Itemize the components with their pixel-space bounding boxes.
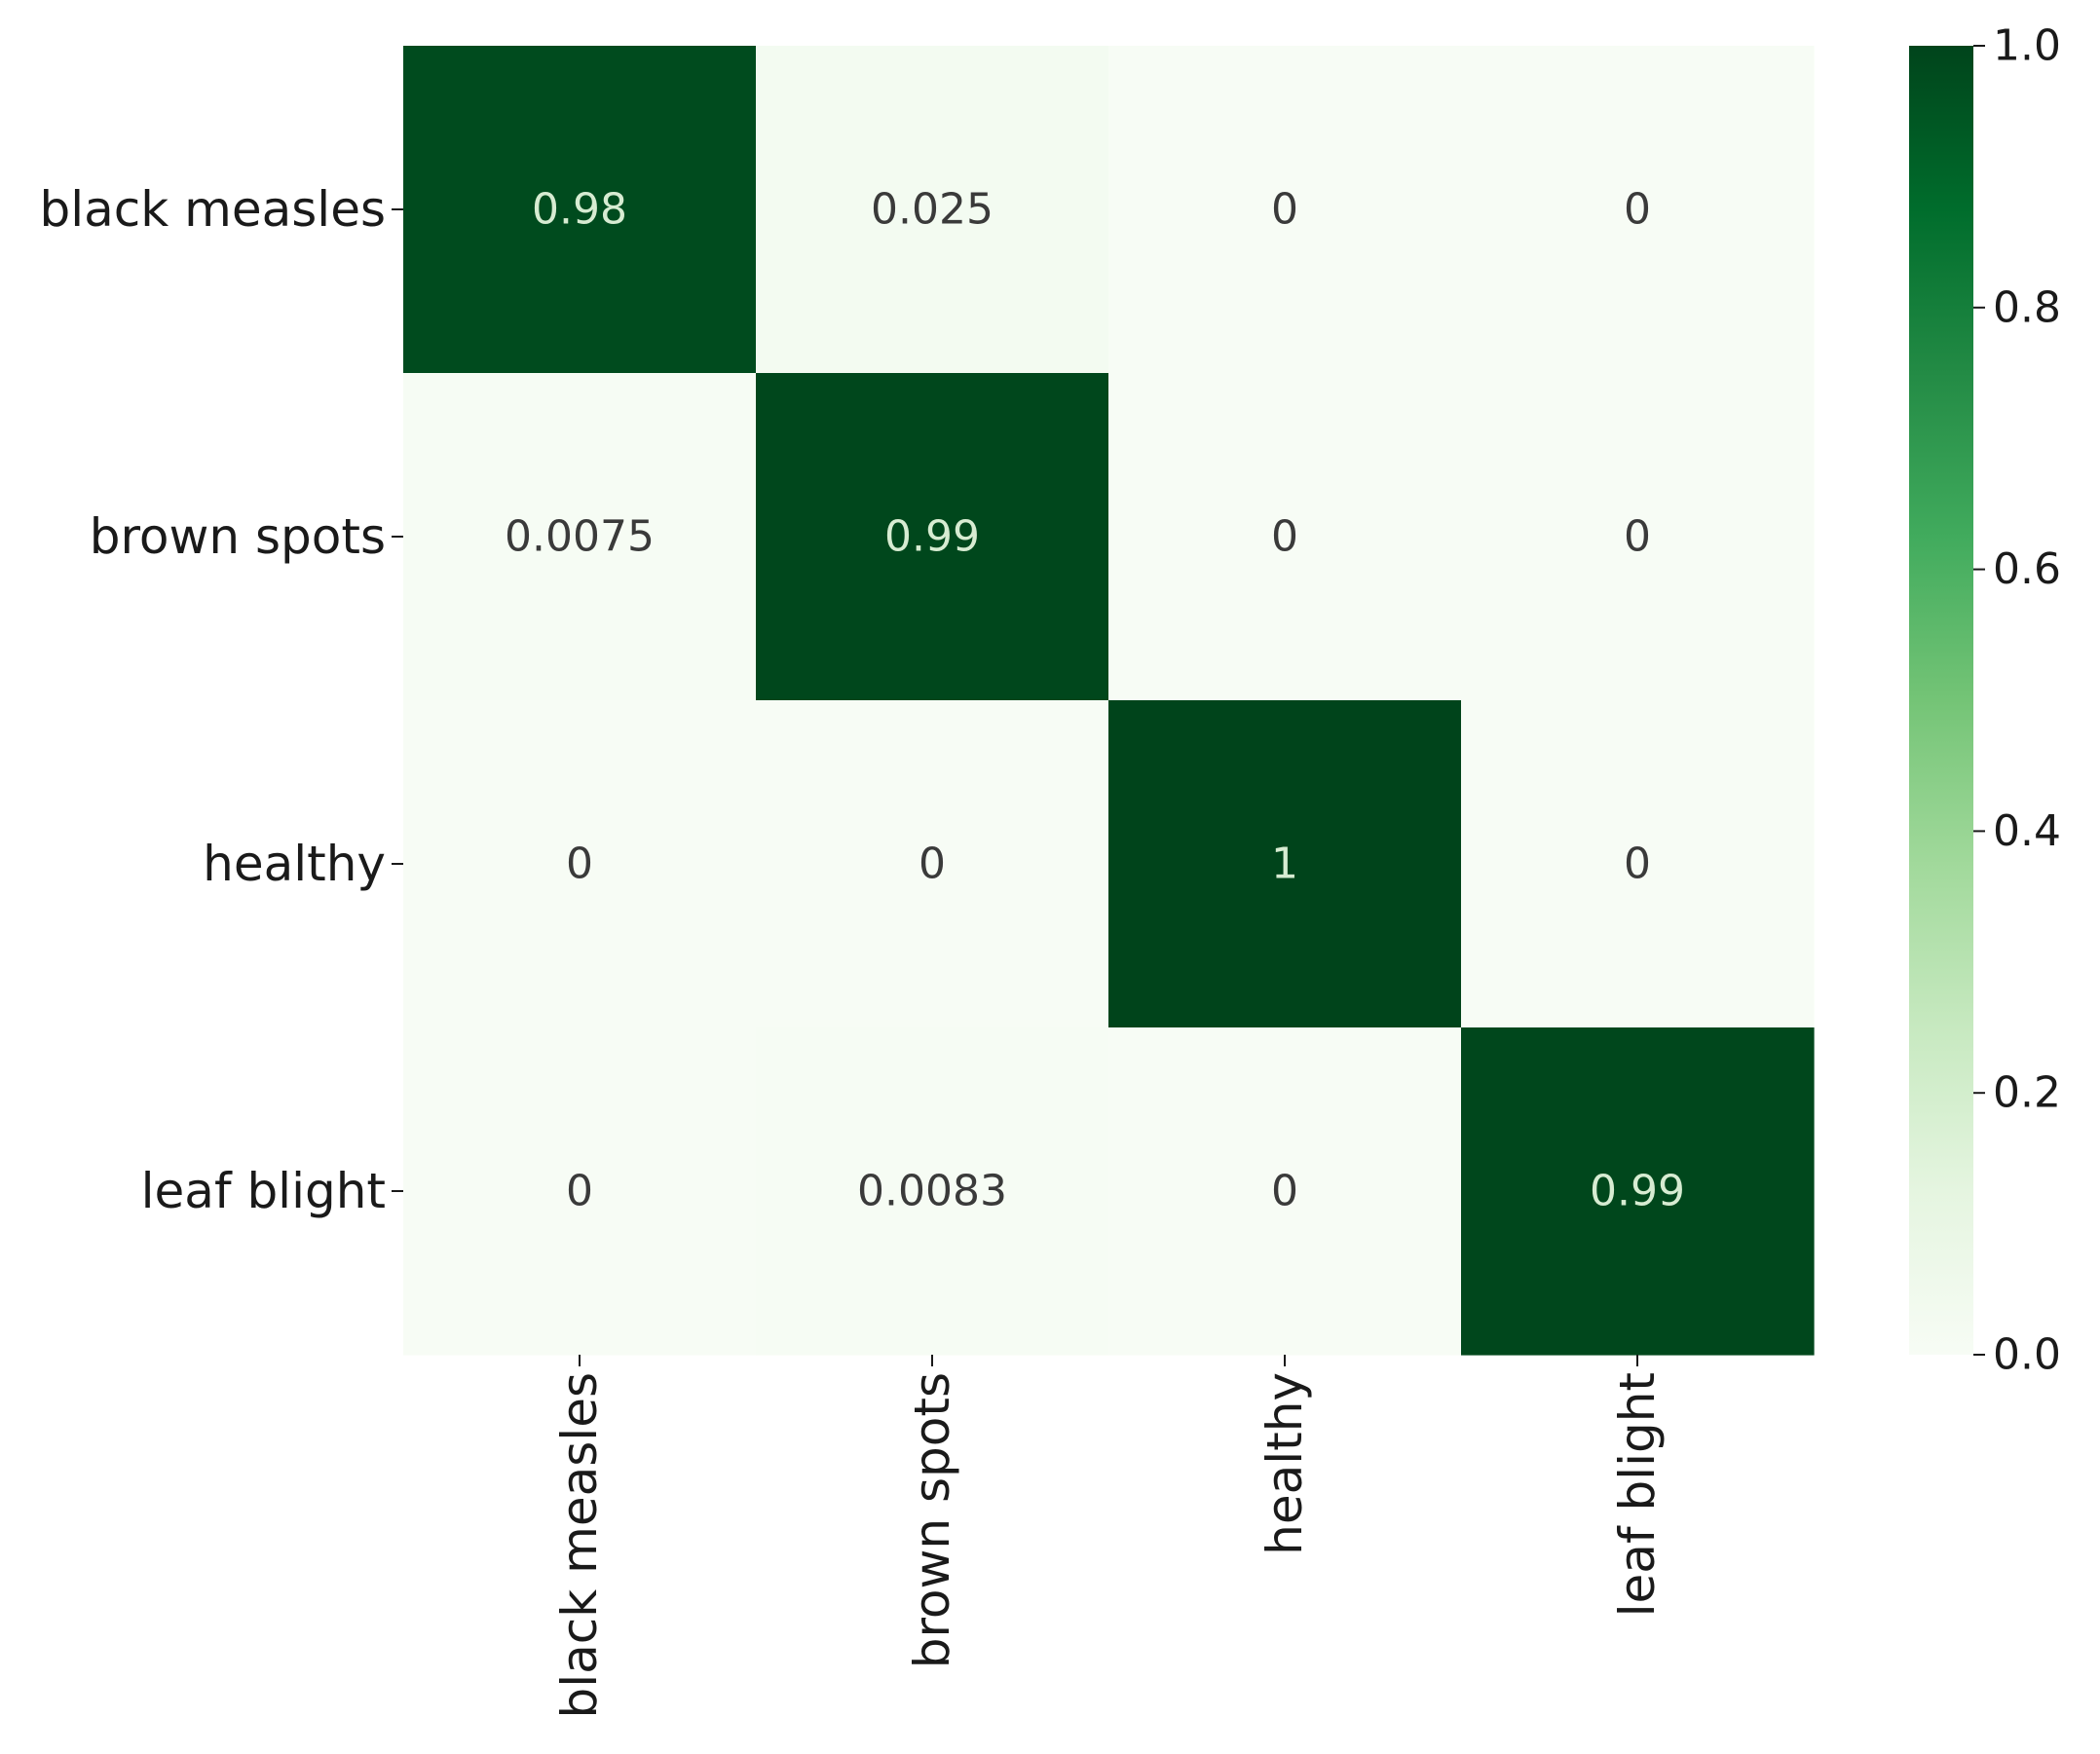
heatmap-cell-r3-c2 [1108,1027,1462,1356]
heatmap-cell-r3-c0 [403,1027,757,1356]
colorbar-gradient [1909,46,1973,1355]
colorbar-tick-label-3: 0.6 [1993,544,2061,594]
row-label-1: brown spots [90,508,386,565]
col-label-1: brown spots [904,1372,960,1668]
heatmap-cell-r0-c0 [403,46,757,374]
cell-value-r0-c0: 0.98 [532,185,627,235]
cell-value-r3-c1: 0.0083 [857,1167,1007,1216]
heatmap-cell-r0-c1 [756,46,1109,374]
heatmap-cell-r2-c0 [403,700,757,1028]
cell-annotations: 0.98 0.025 0 0 0.0075 0.99 0 0 0 0 1 0 0 0.0083 0 0.99 [505,185,1685,1216]
row-axis-labels: black measles brown spots healthy leaf blig… [40,181,403,1219]
colorbar-tick-label-5: 1.0 [1993,21,2061,71]
cell-value-r0-c3: 0 [1624,185,1651,235]
heatmap-cells [403,46,1815,1356]
cell-value-r2-c0: 0 [566,840,593,889]
heatmap-cell-r2-c3 [1461,700,1815,1028]
cell-value-r2-c3: 0 [1624,840,1651,889]
colorbar: 0.0 0.2 0.4 0.6 0.8 1.0 [1909,21,2061,1380]
colorbar-tick-label-1: 0.2 [1993,1068,2061,1118]
cell-value-r2-c1: 0 [919,840,946,889]
heatmap-cell-r1-c3 [1461,373,1815,701]
heatmap-cell-r1-c1 [756,373,1109,701]
cell-value-r1-c2: 0 [1271,512,1298,562]
cell-value-r1-c1: 0.99 [884,512,980,562]
heatmap-cell-r2-c2 [1108,700,1462,1028]
colorbar-tick-label-2: 0.4 [1993,806,2061,856]
cell-value-r2-c2: 1 [1271,840,1298,889]
row-label-3: leaf blight [141,1163,386,1219]
cell-value-r0-c2: 0 [1271,185,1298,235]
heatmap-cell-r3-c3 [1461,1027,1815,1356]
cell-value-r1-c0: 0.0075 [505,512,655,562]
heatmap-cell-r1-c0 [403,373,757,701]
heatmap-cell-r3-c1 [756,1027,1109,1356]
cell-value-r1-c3: 0 [1624,512,1651,562]
heatmap-cell-r0-c3 [1461,46,1815,374]
row-label-0: black measles [40,181,386,238]
colorbar-tick-label-0: 0.0 [1993,1330,2061,1380]
heatmap-cell-r2-c1 [756,700,1109,1028]
cell-value-r3-c2: 0 [1271,1167,1298,1216]
col-label-0: black measles [551,1372,608,1718]
col-label-3: leaf blight [1609,1372,1666,1617]
row-label-2: healthy [203,836,386,892]
column-axis-labels: black measles brown spots healthy leaf blig… [551,1355,1666,1718]
heatmap-cell-r0-c2 [1108,46,1462,374]
colorbar-tick-label-4: 0.8 [1993,282,2061,332]
cell-value-r3-c0: 0 [566,1167,593,1216]
cell-value-r0-c1: 0.025 [871,185,994,235]
cell-value-r3-c3: 0.99 [1590,1167,1685,1216]
col-label-2: healthy [1256,1372,1313,1555]
heatmap-cell-r1-c2 [1108,373,1462,701]
